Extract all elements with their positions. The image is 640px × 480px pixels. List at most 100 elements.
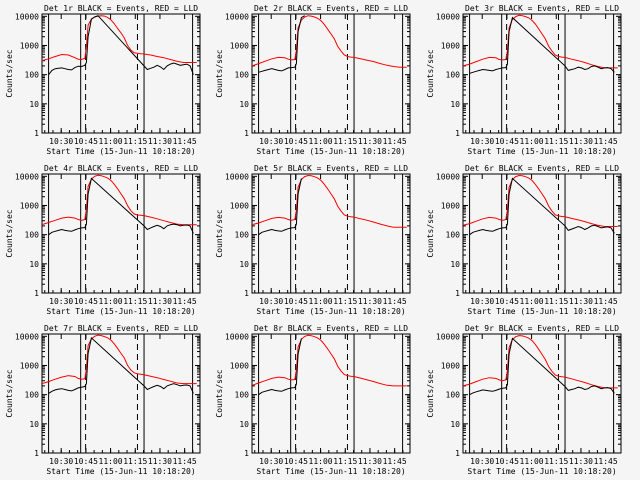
y-tick-label: 1000 <box>441 41 460 50</box>
plot-frame <box>462 173 622 294</box>
y-tick-label: 100 <box>446 391 461 400</box>
chart-title: Det 8r BLACK = Events, RED = LLD <box>254 324 408 333</box>
x-tick-label: 11:00 <box>309 297 333 306</box>
y-tick-label: 100 <box>446 231 461 240</box>
y-tick-label: 100 <box>25 391 40 400</box>
y-tick-label: 10000 <box>225 172 249 181</box>
y-tick-label: 100 <box>235 71 250 80</box>
chart-panel-6: 1 10 100 1000 10000 10:30 10:45 11:00 11:15 11:30… <box>426 164 622 316</box>
series-events-line <box>469 337 615 396</box>
plot-frame <box>251 333 411 454</box>
plot-frame <box>251 13 411 134</box>
y-axis-label: Counts/sec <box>215 369 224 417</box>
y-axis-label: Counts/sec <box>215 49 224 97</box>
x-tick-label: 10:45 <box>284 137 308 146</box>
series-events-line <box>469 177 615 236</box>
y-axis-label: Counts/sec <box>426 49 435 97</box>
y-tick-label: 1000 <box>20 41 39 50</box>
chart-panel-9: 1 10 100 1000 10000 10:30 10:45 11:00 11:15 11:30… <box>426 324 622 476</box>
x-axis-label: Start Time (15-Jun-11 10:18:20) <box>46 467 195 476</box>
chart-panel-5: 1 10 100 1000 10000 10:30 10:45 11:00 11:15 11:30… <box>215 164 411 316</box>
series-lld-line <box>42 174 197 226</box>
x-tick-label: 11:45 <box>383 297 407 306</box>
x-axis-label: Start Time (15-Jun-11 10:18:20) <box>46 307 195 316</box>
y-tick-label: 10 <box>239 260 249 269</box>
plot-frame <box>462 13 622 134</box>
x-tick-label: 11:30 <box>569 137 593 146</box>
x-tick-label: 10:45 <box>495 297 519 306</box>
y-tick-label: 1000 <box>441 361 460 370</box>
x-tick-label: 11:15 <box>123 457 147 466</box>
x-tick-label: 10:30 <box>49 297 73 306</box>
y-axis-label: Counts/sec <box>426 369 435 417</box>
series-events-line <box>258 15 305 73</box>
x-tick-label: 10:30 <box>259 457 283 466</box>
y-tick-label: 1000 <box>20 361 39 370</box>
x-tick-label: 11:00 <box>520 297 544 306</box>
y-tick-label: 1 <box>34 289 39 298</box>
x-tick-label: 11:15 <box>123 137 147 146</box>
x-tick-label: 10:30 <box>470 297 494 306</box>
x-axis-label: Start Time (15-Jun-11 10:18:20) <box>46 147 195 156</box>
chart-panel-4: 1 10 100 1000 10000 10:30 10:45 11:00 11:15 11:30… <box>5 164 201 316</box>
y-tick-label: 1000 <box>230 41 249 50</box>
series-events-line <box>258 178 302 236</box>
y-tick-label: 1 <box>34 449 39 458</box>
x-tick-label: 10:45 <box>284 297 308 306</box>
series-lld-line <box>463 174 618 227</box>
y-tick-label: 10 <box>450 260 460 269</box>
chart-title: Det 7r BLACK = Events, RED = LLD <box>44 324 198 333</box>
x-tick-label: 11:45 <box>383 457 407 466</box>
y-tick-label: 10000 <box>436 12 460 21</box>
series-events-line <box>258 338 302 396</box>
series-events-line <box>48 336 194 394</box>
x-axis-label: Start Time (15-Jun-11 10:18:20) <box>256 307 405 316</box>
series-lld-line <box>252 174 407 228</box>
x-tick-label: 10:45 <box>74 457 98 466</box>
y-tick-label: 1 <box>455 289 460 298</box>
series-lld-line <box>42 334 197 385</box>
x-tick-label: 10:45 <box>495 457 519 466</box>
y-tick-label: 10000 <box>15 12 39 21</box>
chart-panel-1: 1 10 100 1000 10000 10:30 10:45 11:00 11:15 11:30… <box>5 4 201 156</box>
x-tick-label: 11:45 <box>594 457 618 466</box>
x-tick-label: 11:00 <box>309 137 333 146</box>
x-tick-label: 11:15 <box>333 297 357 306</box>
x-axis-label: Start Time (15-Jun-11 10:18:20) <box>256 467 405 476</box>
chart-title: Det 1r BLACK = Events, RED = LLD <box>44 4 198 13</box>
y-tick-label: 1 <box>244 449 249 458</box>
x-tick-label: 11:45 <box>383 137 407 146</box>
y-tick-label: 10 <box>450 420 460 429</box>
x-tick-label: 11:45 <box>173 297 197 306</box>
chart-panel-8: 1 10 100 1000 10000 10:30 10:45 11:00 11:15 11:30… <box>215 324 411 476</box>
y-tick-label: 100 <box>25 71 40 80</box>
chart-title: Det 6r BLACK = Events, RED = LLD <box>465 164 619 173</box>
x-tick-label: 11:30 <box>148 457 172 466</box>
series-events-line <box>48 15 194 76</box>
series-events-line <box>469 16 615 74</box>
x-tick-label: 10:30 <box>259 297 283 306</box>
x-tick-label: 11:15 <box>544 137 568 146</box>
y-tick-label: 1 <box>34 129 39 138</box>
y-tick-label: 1000 <box>441 201 460 210</box>
x-tick-label: 11:15 <box>123 297 147 306</box>
y-tick-label: 10 <box>29 100 39 109</box>
chart-title: Det 2r BLACK = Events, RED = LLD <box>254 4 408 13</box>
x-axis-label: Start Time (15-Jun-11 10:18:20) <box>256 147 405 156</box>
y-axis-label: Counts/sec <box>5 49 14 97</box>
y-tick-label: 10000 <box>436 172 460 181</box>
y-tick-label: 100 <box>235 231 250 240</box>
y-tick-label: 10 <box>239 420 249 429</box>
plot-frame <box>41 333 201 454</box>
x-tick-label: 10:30 <box>470 457 494 466</box>
y-tick-label: 10 <box>239 100 249 109</box>
x-tick-label: 11:30 <box>148 137 172 146</box>
y-tick-label: 1 <box>455 449 460 458</box>
y-axis-label: Counts/sec <box>5 369 14 417</box>
chart-title: Det 4r BLACK = Events, RED = LLD <box>44 164 198 173</box>
y-tick-label: 10 <box>450 100 460 109</box>
y-tick-label: 100 <box>446 71 461 80</box>
chart-panel-2: 1 10 100 1000 10000 10:30 10:45 11:00 11:15 11:30… <box>215 4 411 156</box>
x-tick-label: 11:30 <box>148 297 172 306</box>
